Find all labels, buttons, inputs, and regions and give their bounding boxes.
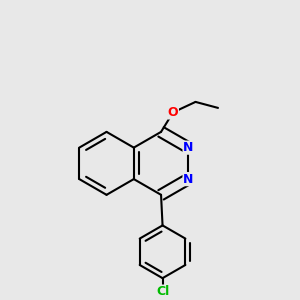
Text: N: N (183, 172, 194, 186)
Text: N: N (183, 141, 194, 154)
Text: O: O (168, 106, 178, 119)
Text: Cl: Cl (156, 285, 169, 298)
